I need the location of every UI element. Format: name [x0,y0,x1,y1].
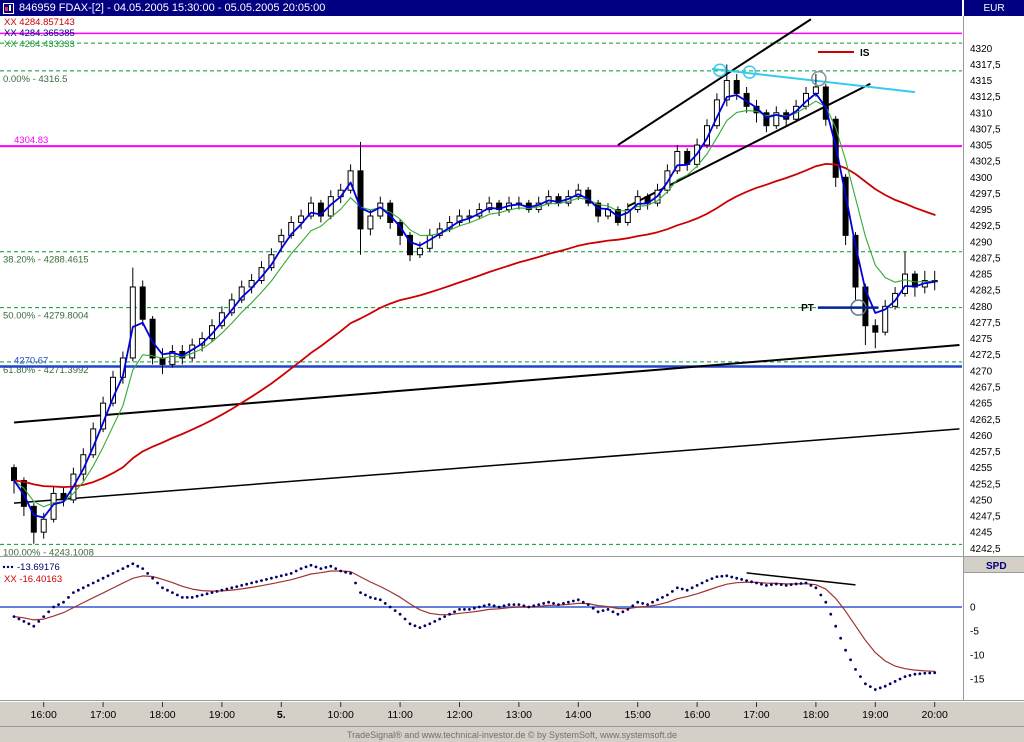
svg-text:17:00: 17:00 [90,709,116,721]
svg-text:SPD: SPD [986,561,1007,572]
svg-text:4282,5: 4282,5 [970,286,1001,297]
chart-title: 846959 FDAX-[2] - 04.05.2005 15:30:00 - … [19,2,326,14]
svg-text:XX 4284.857143: XX 4284.857143 [4,17,75,28]
svg-text:XX 4284.433333: XX 4284.433333 [4,39,75,50]
svg-text:4262,5: 4262,5 [970,415,1001,426]
svg-text:5.: 5. [277,709,286,721]
svg-text:4304.83: 4304.83 [14,135,48,146]
time-axis[interactable]: 16:00 17:00 18:00 19:00 5. 10:00 11:00 12:00 13:… [0,700,1024,726]
svg-text:16:00: 16:00 [31,709,57,721]
svg-text:4250: 4250 [970,495,993,506]
svg-text:14:00: 14:00 [565,709,591,721]
svg-text:4260: 4260 [970,431,993,442]
svg-text:17:00: 17:00 [743,709,769,721]
spd-axis-band [964,557,1024,572]
svg-text:18:00: 18:00 [149,709,175,721]
svg-text:IS: IS [860,48,870,59]
svg-text:4310: 4310 [970,108,993,119]
svg-text:4242,5: 4242,5 [970,544,1001,555]
svg-text:4247,5: 4247,5 [970,512,1001,523]
footer: TradeSignal® and www.technical-investor.… [0,726,1024,742]
svg-text:15:00: 15:00 [625,709,651,721]
svg-text:PT: PT [801,303,814,314]
svg-text:-10: -10 [970,651,985,662]
svg-text:10:00: 10:00 [328,709,354,721]
svg-text:4320: 4320 [970,44,993,55]
svg-text:4265: 4265 [970,399,993,410]
svg-text:4317,5: 4317,5 [970,60,1001,71]
price-axis-unit-label: EUR [964,0,1024,16]
svg-text:4287,5: 4287,5 [970,253,1001,264]
chart-canvas[interactable]: SPD 4320 4317,5 4315 4312,5 4310 4307,5 4305 430… [0,16,1024,700]
svg-text:4302,5: 4302,5 [970,157,1001,168]
svg-text:61.80% - 4271.3992: 61.80% - 4271.3992 [3,365,89,376]
svg-text:4290: 4290 [970,237,993,248]
svg-text:XX -16.40163: XX -16.40163 [4,574,62,585]
svg-text:19:00: 19:00 [862,709,888,721]
svg-text:4275: 4275 [970,334,993,345]
svg-text:100.00% - 4243.1008: 100.00% - 4243.1008 [3,547,94,558]
svg-text:-15: -15 [970,675,985,686]
candlestick-series [11,64,938,544]
svg-text:4305: 4305 [970,141,993,152]
svg-text:4292,5: 4292,5 [970,221,1001,232]
svg-text:0.00% - 4316.5: 0.00% - 4316.5 [3,74,67,85]
svg-text:4255: 4255 [970,463,993,474]
spd-dotted-series [12,562,937,691]
svg-text:4280: 4280 [970,302,993,313]
svg-text:20:00: 20:00 [922,709,948,721]
svg-text:19:00: 19:00 [209,709,235,721]
svg-text:4315: 4315 [970,76,993,87]
svg-text:0: 0 [970,603,976,614]
footer-credit: TradeSignal® and www.technical-investor.… [346,729,678,740]
svg-text:4257,5: 4257,5 [970,447,1001,458]
title-bar[interactable]: 846959 FDAX-[2] - 04.05.2005 15:30:00 - … [0,0,962,16]
svg-text:4277,5: 4277,5 [970,318,1001,329]
svg-text:38.20% - 4288.4615: 38.20% - 4288.4615 [3,255,89,266]
svg-text:-13.69176: -13.69176 [17,562,60,573]
svg-text:18:00: 18:00 [803,709,829,721]
svg-text:4297,5: 4297,5 [970,189,1001,200]
svg-text:12:00: 12:00 [446,709,472,721]
svg-text:-5: -5 [970,627,979,638]
chart-window-icon [3,2,14,14]
svg-text:4270.67: 4270.67 [14,356,48,367]
svg-text:4245: 4245 [970,528,993,539]
svg-text:50.00% - 4279.8004: 50.00% - 4279.8004 [3,311,89,322]
svg-text:4270: 4270 [970,366,993,377]
svg-text:13:00: 13:00 [506,709,532,721]
svg-text:4267,5: 4267,5 [970,382,1001,393]
svg-text:11:00: 11:00 [387,709,413,721]
svg-text:4285: 4285 [970,270,993,281]
svg-text:4272,5: 4272,5 [970,350,1001,361]
svg-text:XX 4284.365385: XX 4284.365385 [4,28,75,39]
svg-text:4252,5: 4252,5 [970,479,1001,490]
svg-text:4307,5: 4307,5 [970,124,1001,135]
svg-text:16:00: 16:00 [684,709,710,721]
svg-text:4295: 4295 [970,205,993,216]
currency-label: EUR [983,2,1005,14]
svg-text:4300: 4300 [970,173,993,184]
svg-text:4312,5: 4312,5 [970,92,1001,103]
